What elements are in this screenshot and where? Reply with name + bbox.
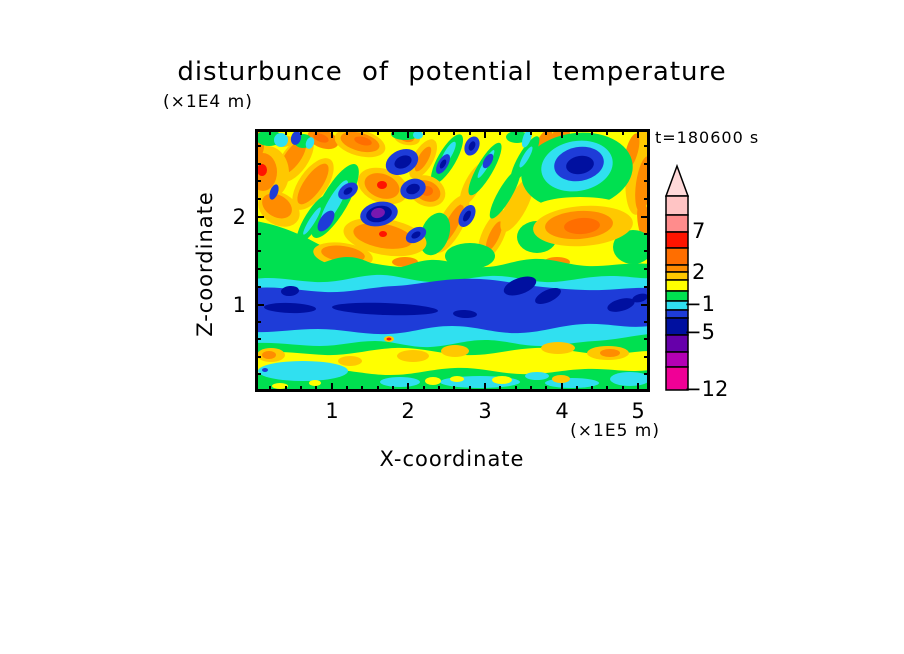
x-tick-label-1: 1: [325, 399, 339, 423]
colorbar-segment-magenta_purple: [665, 351, 689, 368]
colorbar-segment-gold: [665, 271, 689, 281]
plot-border: [255, 129, 650, 392]
colorbar-segment-yellow: [665, 279, 689, 292]
x-tick-label-3: 3: [478, 399, 492, 423]
y-tick-label-1: 1: [232, 293, 246, 317]
y-tick-label-2: 2: [232, 205, 246, 229]
x-tick-label-2: 2: [401, 399, 415, 423]
plot-area: [245, 126, 655, 392]
y-axis-title: Z-coordinate: [193, 191, 217, 337]
colorbar-label-neg1: −1: [684, 292, 715, 316]
colorbar-segment-magenta: [665, 366, 689, 391]
colorbar-label-neg12: −12: [684, 377, 729, 401]
colorbar-label-7: 7: [692, 219, 706, 243]
colorbar-segment-salmon: [665, 214, 689, 233]
colorbar-segment-pale_pink: [665, 195, 689, 216]
colorbar-label-neg5: −5: [684, 320, 715, 344]
x-tick-label-5: 5: [631, 399, 645, 423]
x-tick-label-4: 4: [555, 399, 569, 423]
x-axis-title: X-coordinate: [379, 447, 525, 471]
colorbar-segment-dark_orange: [665, 247, 689, 266]
colorbar: [664, 163, 690, 391]
colorbar-segment-red: [665, 231, 689, 249]
upper-turbulent-region: [245, 126, 655, 274]
x-axis-units-label: (×1E5 m): [570, 421, 660, 441]
stratified-bands: [255, 257, 650, 392]
plot-title: disturbunce of potential temperature: [177, 57, 727, 87]
colorbar-segment-orange: [665, 264, 689, 273]
contour-field: [245, 126, 655, 392]
colorbar-label-2: 2: [692, 260, 706, 284]
time-annotation: t=180600 s: [655, 128, 760, 147]
colorbar-arrow-tip: [664, 163, 690, 197]
y-axis-units-label: (×1E4 m): [163, 92, 253, 112]
